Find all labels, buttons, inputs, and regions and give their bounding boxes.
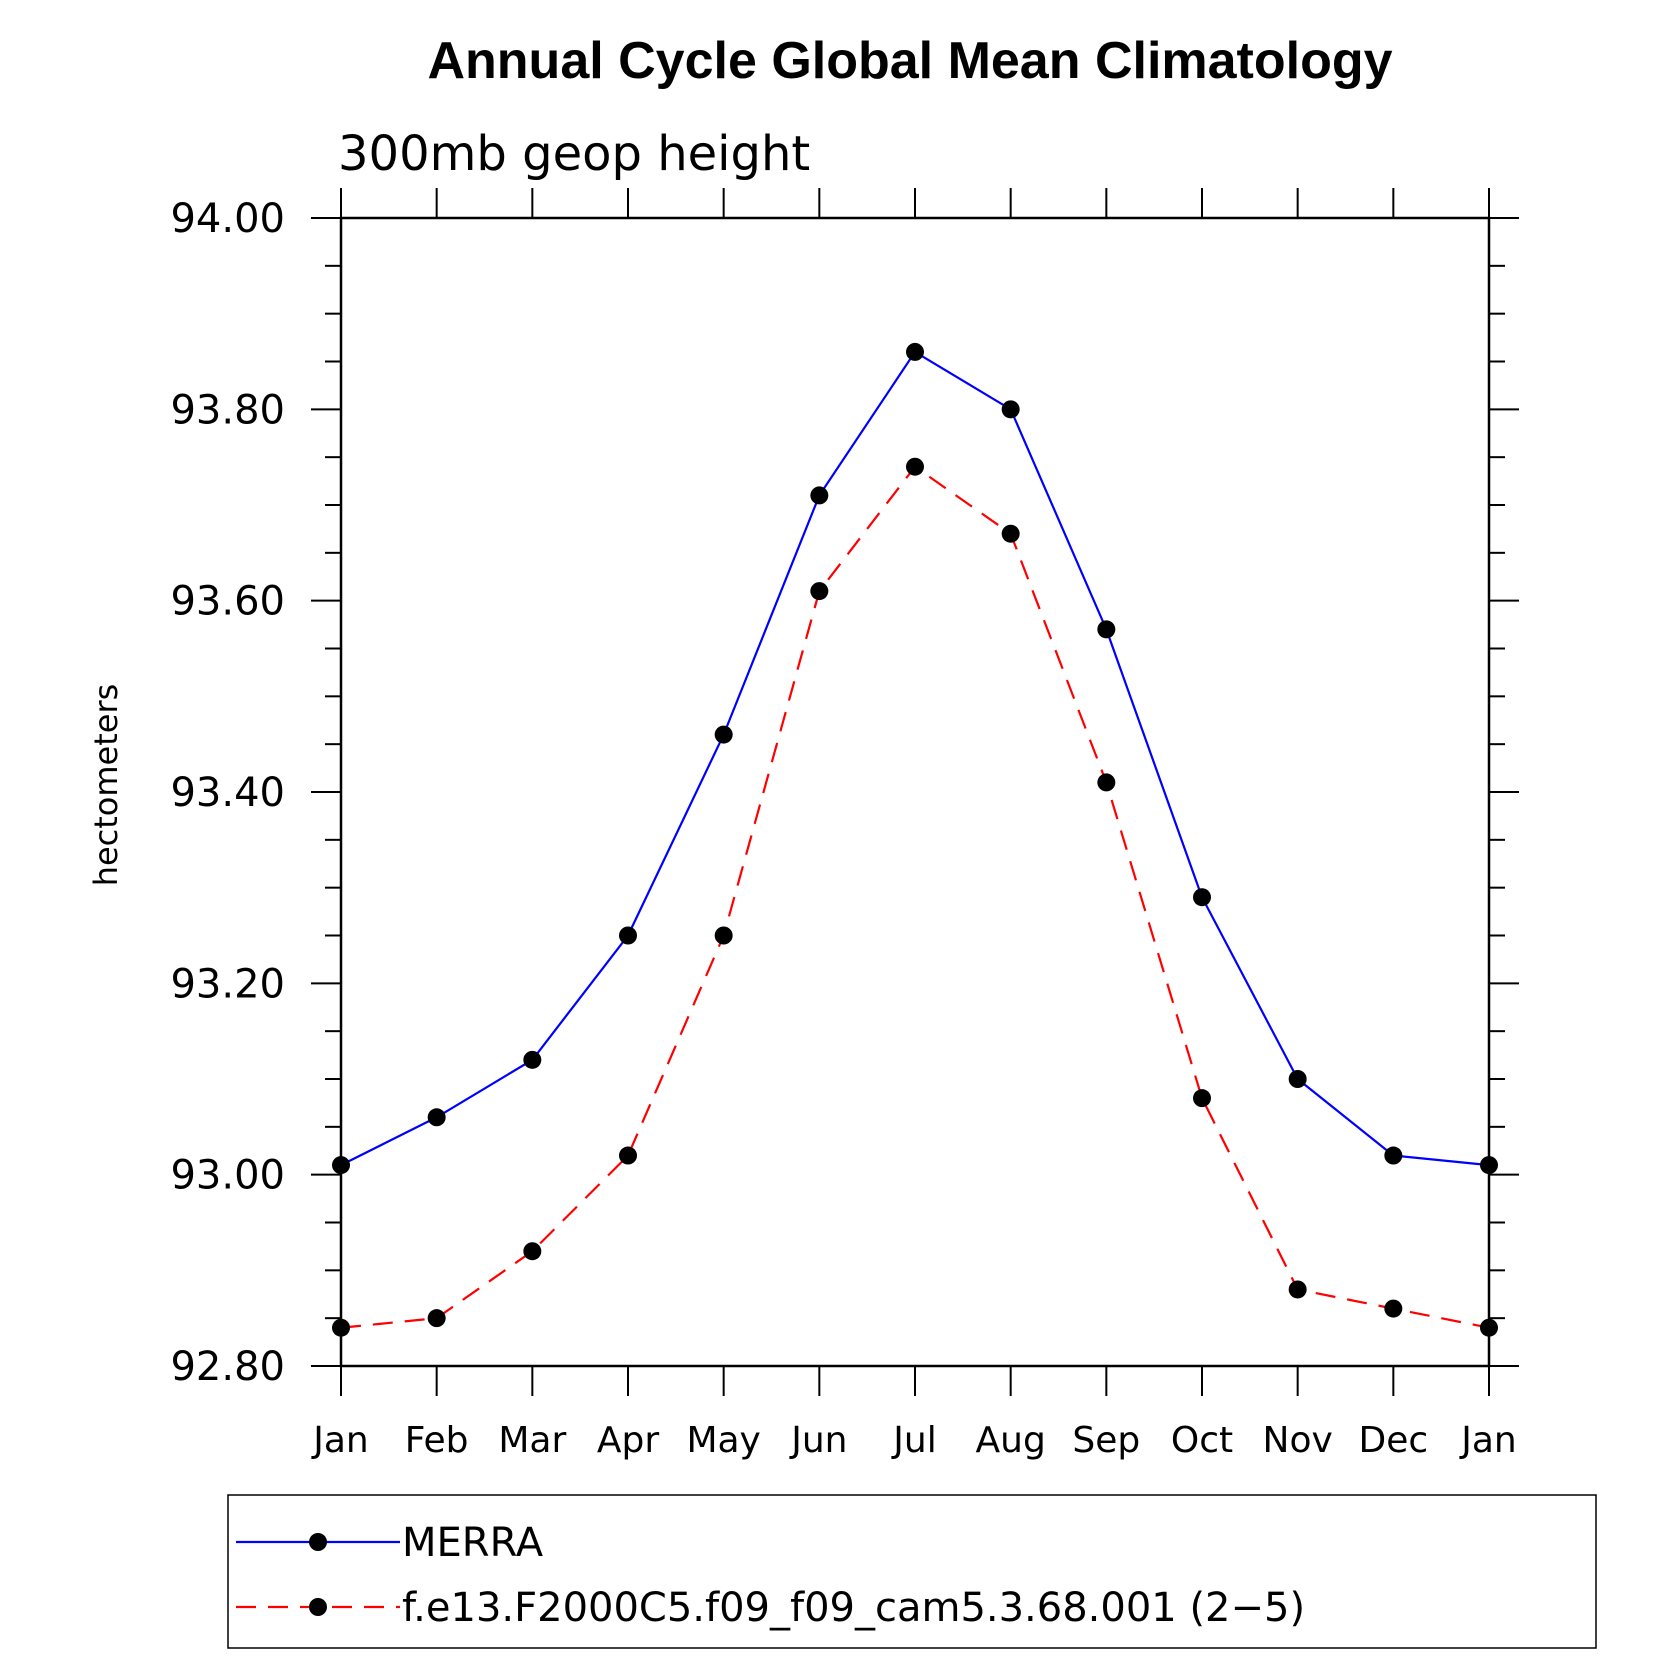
y-tick-label: 92.80	[170, 1344, 285, 1390]
x-tick-label: Dec	[1358, 1420, 1428, 1461]
data-point	[1288, 1070, 1307, 1088]
y-tick-labels: 92.80 93.00 93.20 93.40 93.60 93.80 94.00	[170, 196, 285, 1390]
series-line	[340, 465, 1490, 1329]
data-point	[523, 1242, 542, 1261]
data-point	[714, 725, 733, 744]
data-point	[1097, 773, 1116, 792]
data-point	[906, 457, 924, 476]
data-point	[1097, 620, 1116, 639]
data-point	[810, 582, 829, 601]
chart-title: Annual Cycle Global Mean Climatology	[427, 32, 1392, 90]
data-point	[1193, 1089, 1211, 1108]
data-point	[427, 1309, 446, 1328]
x-tick-label: May	[686, 1420, 760, 1461]
data-point	[619, 926, 637, 945]
legend-item: MERRA	[236, 1520, 544, 1566]
y-tick-label: 93.00	[170, 1153, 285, 1199]
data-point	[332, 1156, 350, 1175]
data-point	[332, 1318, 350, 1337]
data-point	[1480, 1156, 1498, 1175]
x-tick-label: Jul	[891, 1420, 936, 1461]
x-tick-label: Mar	[498, 1420, 566, 1461]
data-point	[1193, 888, 1211, 907]
x-tick-label: Jun	[789, 1420, 847, 1461]
data-point	[906, 342, 924, 361]
x-tick-label: Oct	[1171, 1420, 1233, 1461]
x-tick-label: Aug	[976, 1420, 1046, 1461]
x-tick-labels: Jan Feb Mar Apr May Jun Jul Aug Sep Oct Nov Dec Jan	[311, 1420, 1517, 1461]
legend-item: f.e13.F2000C5.f09_f09_cam5.3.68.001 (2−5…	[236, 1585, 1305, 1631]
x-tick-label: Feb	[405, 1420, 469, 1461]
x-tick-label: Sep	[1072, 1420, 1140, 1461]
x-tick-label: Jan	[1459, 1420, 1517, 1461]
x-tick-label: Apr	[597, 1420, 659, 1461]
data-point	[1001, 400, 1020, 419]
data-point	[523, 1050, 542, 1069]
data-point	[714, 926, 733, 945]
x-tick-label: Jan	[311, 1420, 369, 1461]
series-1	[332, 342, 1498, 1175]
plot-axes	[311, 188, 1519, 1396]
y-tick-label: 93.60	[170, 579, 285, 625]
y-tick-label: 93.40	[170, 770, 285, 816]
data-point	[1480, 1318, 1498, 1337]
data-point	[619, 1146, 637, 1165]
data-point	[1288, 1280, 1307, 1299]
data-point	[1384, 1299, 1403, 1318]
chart-subtitle: 300mb geop height	[338, 126, 810, 182]
plot-frame	[339, 216, 1491, 1368]
data-point	[1001, 524, 1020, 543]
y-axis-label: hectometers	[87, 684, 125, 887]
data-point	[427, 1108, 446, 1127]
y-tick-label: 93.20	[170, 961, 285, 1007]
legend-label: MERRA	[402, 1520, 544, 1566]
x-tick-label: Nov	[1263, 1420, 1333, 1461]
legend-marker	[309, 1533, 327, 1551]
series-layer	[332, 342, 1498, 1337]
y-tick-label: 93.80	[170, 387, 285, 433]
legend-box	[227, 1494, 1597, 1649]
data-point	[1384, 1146, 1403, 1165]
data-point	[810, 486, 829, 505]
legend: MERRA f.e13.F2000C5.f09_f09_cam5.3.68.001…	[227, 1494, 1597, 1649]
series-2	[332, 457, 1498, 1337]
y-tick-label: 94.00	[170, 196, 285, 242]
legend-marker	[309, 1598, 327, 1616]
legend-label: f.e13.F2000C5.f09_f09_cam5.3.68.001 (2−5…	[402, 1585, 1305, 1631]
